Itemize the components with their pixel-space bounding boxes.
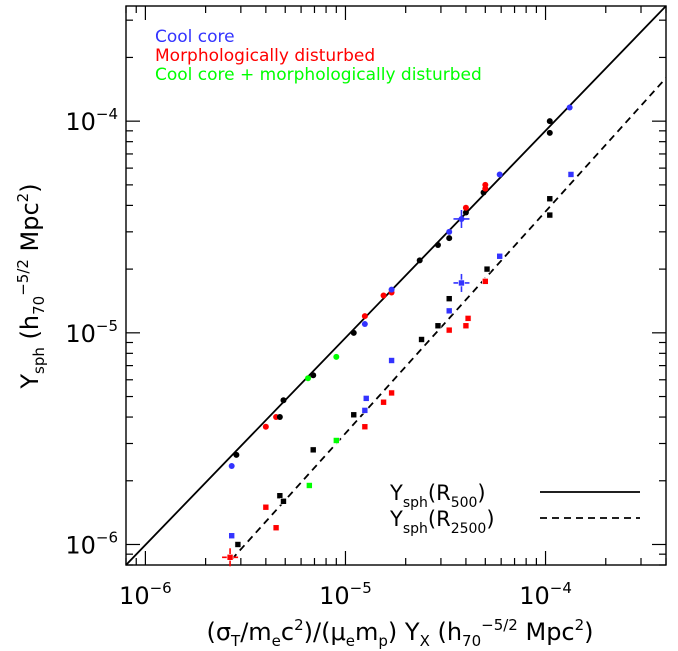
point-r2500-17 — [419, 336, 425, 342]
point-r500-21 — [463, 205, 469, 211]
point-r2500-4 — [273, 525, 279, 531]
point-r500-26 — [547, 130, 553, 136]
point-r2500-27 — [497, 253, 503, 259]
point-r2500-13 — [363, 395, 369, 401]
point-r500-25 — [497, 171, 503, 177]
point-r500-27 — [547, 118, 553, 124]
point-r2500-2 — [235, 541, 241, 547]
legend-morph-disturbed: Morphologically disturbed — [155, 46, 375, 66]
point-r2500-0 — [227, 554, 233, 560]
point-r500-14 — [389, 287, 395, 293]
point-r2500-1 — [229, 533, 235, 539]
point-r500-7 — [310, 372, 316, 378]
point-r500-5 — [280, 397, 286, 403]
point-r2500-9 — [333, 437, 339, 443]
point-r500-19 — [458, 216, 464, 222]
point-r2500-28 — [547, 212, 553, 218]
point-r2500-18 — [435, 323, 441, 329]
point-r500-4 — [277, 414, 283, 420]
x-axis-label: (σT/mec2)/(μemp) YX (h70−5/2 Mpc2) — [206, 616, 593, 650]
y-tick-label-0: 10−6 — [65, 528, 118, 559]
y-tick-label-2: 10−4 — [65, 105, 118, 136]
point-r2500-20 — [446, 308, 452, 314]
point-r500-24 — [482, 182, 488, 188]
point-r2500-8 — [310, 447, 316, 453]
legend-r2500-label: Ysph(R2500) — [389, 507, 495, 537]
point-r2500-24 — [465, 315, 471, 321]
point-r500-28 — [567, 105, 573, 111]
point-r500-8 — [333, 354, 339, 360]
point-r2500-6 — [280, 498, 286, 504]
point-r500-17 — [446, 235, 452, 241]
point-r2500-11 — [362, 424, 368, 430]
point-r500-10 — [362, 321, 368, 327]
legend-cool-core-disturbed: Cool core + morphologically disturbed — [155, 65, 482, 85]
point-r2500-16 — [389, 358, 395, 364]
point-r500-1 — [233, 452, 239, 458]
point-r2500-26 — [484, 266, 490, 272]
y-axis-label: Ysph (h70−5/2 Mpc2) — [14, 183, 48, 389]
point-r2500-19 — [446, 327, 452, 333]
x-tick-label-0: 10−6 — [119, 579, 172, 610]
point-r2500-29 — [547, 196, 553, 202]
point-r500-2 — [263, 424, 269, 430]
point-r2500-3 — [263, 504, 269, 510]
point-r2500-25 — [482, 278, 488, 284]
legend-cool-core: Cool core — [155, 27, 235, 47]
point-r2500-12 — [362, 407, 368, 413]
x-tick-label-2: 10−4 — [519, 579, 572, 610]
y-tick-label-1: 10−5 — [65, 317, 118, 348]
point-r500-18 — [446, 229, 452, 235]
point-r500-9 — [351, 330, 357, 336]
point-r2500-10 — [351, 412, 357, 418]
point-r2500-7 — [306, 482, 312, 488]
point-r500-11 — [362, 313, 368, 319]
point-r500-12 — [381, 293, 387, 299]
point-r2500-14 — [381, 399, 387, 405]
point-r2500-21 — [446, 296, 452, 302]
category-legend: Cool core Morphologically disturbed Cool… — [155, 27, 482, 85]
line-legend: Ysph(R500) Ysph(R2500) — [389, 481, 640, 537]
point-r2500-15 — [389, 390, 395, 396]
point-r500-15 — [417, 257, 423, 263]
point-r2500-30 — [568, 171, 574, 177]
point-r2500-5 — [277, 493, 283, 499]
point-r500-0 — [229, 463, 235, 469]
point-r2500-22 — [458, 280, 464, 286]
point-r500-16 — [435, 242, 441, 248]
x-tick-label-1: 10−5 — [319, 579, 372, 610]
point-r2500-23 — [463, 323, 469, 329]
point-r500-6 — [305, 375, 311, 381]
